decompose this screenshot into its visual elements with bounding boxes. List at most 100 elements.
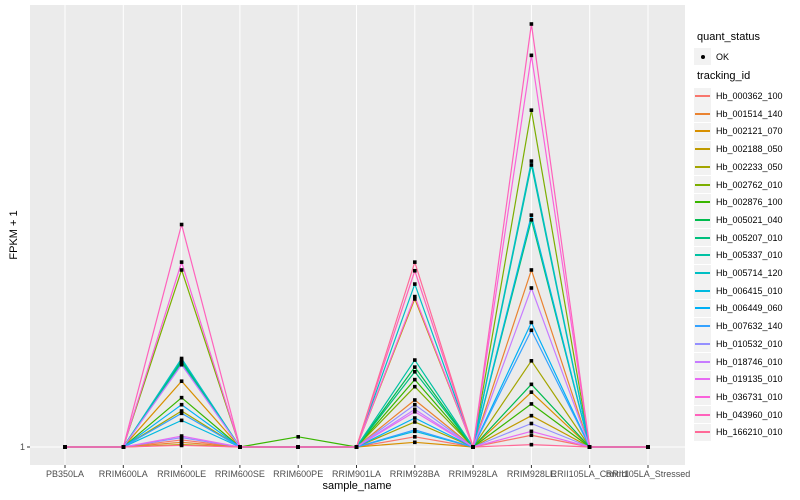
data-point [413,260,417,264]
data-point [179,268,184,272]
data-point [529,442,534,447]
data-point [413,407,417,412]
data-point [529,433,534,438]
data-point [529,213,534,217]
data-point [413,365,417,369]
data-point [179,356,184,361]
data-point [529,320,534,325]
legend-item-Hb_006415_010: Hb_006415_010 [694,282,783,300]
data-point [529,429,534,434]
legend-item-Hb_006449_060: Hb_006449_060 [694,299,783,317]
data-point [529,390,534,394]
legend-item-label: Hb_000362_100 [716,91,783,101]
data-point [179,402,184,407]
legend-key-line [695,431,710,434]
legend-item-label: Hb_005337_010 [716,250,783,261]
axis-ticks-and-labels: PB350LA RRIM600LA RRIM600LE RRIM600SE RRIM60… [20,442,690,479]
data-point [413,370,417,374]
data-point [529,163,534,167]
data-point [529,218,534,222]
legend-item-Hb_043960_010: Hb_043960_010 [694,406,783,424]
legend-key-line [695,201,710,204]
color-line-key-icon [694,122,711,140]
color-line-key-icon [694,423,711,441]
data-point [529,22,534,26]
color-line-key-icon [694,406,711,424]
legend-item-Hb_002188_050: Hb_002188_050 [694,140,783,158]
data-point [121,445,126,449]
color-line-key-icon [694,264,711,282]
x-tick-label-RRIM600LE: RRIM600LE [157,469,206,479]
legend-item-Hb_005021_040: Hb_005021_040 [694,211,783,229]
panel-background [30,5,685,465]
data-point [354,445,359,449]
color-line-key-icon [694,299,711,317]
legend-key-line [695,254,710,257]
x-tick-label-RRIM600LA: RRIM600LA [99,469,148,479]
legend-key-line [695,95,710,97]
data-point [587,445,592,449]
legend-key-line [695,165,710,168]
legend-key-line [695,236,710,239]
data-point [529,421,534,426]
x-tick-label-RRII105LA_Stressed: RRII105LA_Stressed [606,469,691,479]
legend-item-label: Hb_002762_010 [716,179,783,190]
data-point [179,411,184,416]
data-point [63,445,67,449]
legend-item-Hb_002876_100: Hb_002876_100 [694,193,783,211]
legend-key-line [695,395,710,398]
data-point [179,362,184,367]
data-point [179,379,184,383]
data-point [179,395,184,400]
legend-key-line [695,342,710,345]
legend-key-line [695,272,710,274]
data-point [179,438,184,442]
legend-item-label: Hb_005207_010 [716,232,783,243]
legend-key-line [695,130,710,133]
data-point [296,435,300,439]
legend-item-Hb_036731_010: Hb_036731_010 [694,388,783,406]
legend-key-line [695,218,710,221]
y-axis-title: FPKM + 1 [8,210,20,259]
data-point [413,398,417,402]
x-tick-label-RRIM928LA: RRIM928LA [449,469,498,479]
legend-key-line [695,183,710,186]
data-point [179,409,184,413]
legend-key-line [695,112,710,115]
data-point [179,418,184,423]
legend-item-label: Hb_002188_050 [716,144,783,155]
x-tick-label-RRIM928BA: RRIM928BA [390,469,440,479]
legend: quant_status OK tracking_id Hb_000362_10… [694,0,800,500]
data-point [529,402,534,406]
data-point [529,413,534,418]
color-line-key-icon [694,193,711,211]
color-line-key-icon [694,229,711,247]
legend-item-Hb_002762_010: Hb_002762_010 [694,176,783,193]
legend-item-label: Hb_005714_120 [716,268,783,278]
data-point [529,108,534,112]
color-line-key-icon [694,87,711,105]
data-point [413,377,417,382]
data-point [179,434,184,438]
color-line-key-icon [694,140,711,158]
data-point [413,294,417,299]
legend-item-Hb_000362_100: Hb_000362_100 [694,87,783,105]
data-point [179,440,184,445]
data-point [529,286,534,290]
legend-item-label: Hb_018746_010 [716,356,783,367]
data-point [413,297,417,301]
data-point [238,445,242,449]
legend-item-label: OK [716,51,730,62]
legend-item-Hb_005337_010: Hb_005337_010 [694,246,783,264]
legend-item-label: Hb_043960_010 [716,409,783,420]
legend-item-quant-status-ok: OK [694,48,729,65]
data-point [296,445,300,449]
legend-item-label: Hb_002233_050 [716,161,783,172]
color-line-key-icon [694,388,711,406]
data-point [413,402,417,407]
data-point [413,268,417,273]
legend-item-Hb_166210_010: Hb_166210_010 [694,423,783,441]
legend-key-line [695,325,710,328]
data-point [471,445,475,449]
legend-item-Hb_018746_010: Hb_018746_010 [694,353,783,370]
